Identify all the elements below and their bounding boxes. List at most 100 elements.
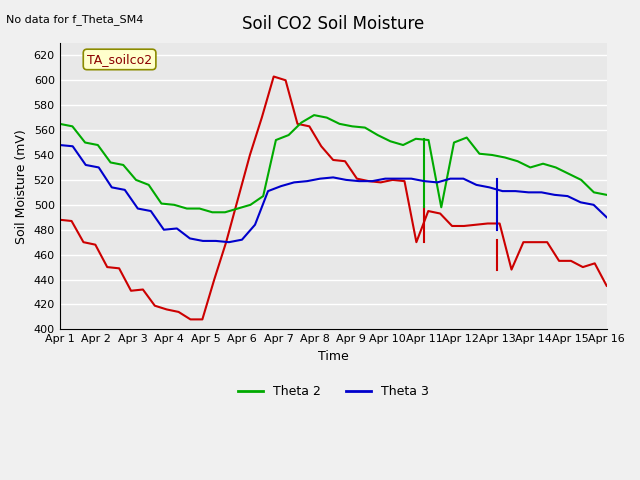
Theta 1 [115, 265, 123, 271]
Theta 2 [527, 165, 534, 170]
Theta 3 [82, 162, 90, 168]
Theta 3 [56, 142, 63, 148]
Theta 2 [450, 140, 458, 145]
Title: Soil CO2 Soil Moisture: Soil CO2 Soil Moisture [242, 15, 424, 33]
Theta 1 [531, 240, 539, 245]
Theta 3 [525, 190, 532, 195]
Theta 2 [488, 152, 496, 158]
Theta 1 [567, 258, 575, 264]
Theta 1 [104, 264, 111, 270]
Line: Theta 1: Theta 1 [60, 76, 607, 319]
Theta 3 [95, 165, 102, 170]
Theta 2 [81, 140, 89, 145]
Theta 2 [323, 115, 331, 120]
Theta 2 [552, 165, 559, 170]
Theta 1 [460, 223, 468, 229]
Theta 1 [377, 180, 385, 185]
Theta 3 [108, 184, 116, 190]
Theta 1 [365, 178, 372, 184]
Theta 2 [335, 121, 343, 127]
Theta 1 [353, 176, 361, 181]
Theta 3 [330, 175, 337, 180]
Theta 2 [234, 205, 241, 211]
Theta 2 [145, 182, 152, 188]
Theta 2 [437, 204, 445, 210]
Theta 3 [212, 238, 220, 244]
Theta 2 [348, 123, 356, 129]
Theta 2 [501, 155, 509, 160]
Theta 3 [433, 180, 441, 185]
Theta 1 [330, 157, 337, 163]
Theta 2 [183, 205, 191, 211]
Line: Theta 3: Theta 3 [60, 145, 607, 242]
Theta 1 [294, 121, 301, 127]
Line: Theta 2: Theta 2 [60, 115, 607, 212]
Theta 2 [564, 171, 572, 177]
Theta 1 [68, 218, 76, 224]
Theta 1 [258, 115, 266, 120]
Theta 1 [305, 123, 313, 129]
Theta 2 [590, 190, 598, 195]
Theta 1 [341, 158, 349, 164]
Theta 1 [484, 221, 492, 227]
Theta 3 [394, 176, 402, 181]
Theta 2 [539, 161, 547, 167]
Theta 3 [590, 202, 598, 208]
Theta 1 [92, 242, 99, 248]
Theta 2 [94, 142, 102, 148]
Theta 3 [199, 238, 207, 244]
Theta 1 [211, 276, 218, 282]
Theta 1 [579, 264, 587, 270]
Theta 3 [486, 184, 493, 190]
Theta 2 [361, 125, 369, 131]
Theta 3 [303, 178, 311, 184]
Theta 3 [603, 215, 611, 220]
Theta 3 [499, 188, 506, 194]
Theta 3 [277, 183, 285, 189]
Theta 3 [69, 144, 77, 149]
Theta 3 [238, 237, 246, 242]
Theta 2 [374, 132, 381, 138]
Theta 3 [251, 222, 259, 228]
Theta 2 [514, 158, 522, 164]
Theta 2 [285, 132, 292, 138]
Theta 3 [160, 227, 168, 233]
Theta 1 [222, 240, 230, 245]
Theta 3 [147, 208, 155, 214]
Text: No data for f_Theta_SM4: No data for f_Theta_SM4 [6, 14, 144, 25]
Theta 3 [369, 178, 376, 184]
Theta 1 [543, 240, 551, 245]
Theta 1 [234, 196, 242, 202]
Theta 2 [259, 193, 267, 199]
Theta 1 [424, 208, 432, 214]
Theta 2 [412, 136, 420, 142]
Theta 1 [520, 240, 527, 245]
Theta 3 [342, 177, 350, 183]
Theta 2 [157, 201, 165, 206]
Theta 1 [270, 73, 278, 79]
Theta 3 [381, 176, 389, 181]
Theta 1 [508, 267, 515, 273]
Theta 1 [175, 309, 182, 315]
Theta 2 [107, 159, 115, 165]
Theta 2 [132, 177, 140, 183]
Theta 1 [79, 240, 87, 245]
Theta 3 [577, 199, 584, 205]
Theta 3 [355, 178, 363, 184]
Theta 3 [538, 190, 545, 195]
Theta 2 [56, 121, 63, 127]
Theta 3 [316, 176, 324, 181]
Theta 1 [448, 223, 456, 229]
Theta 2 [463, 135, 470, 141]
Theta 2 [310, 112, 318, 118]
Theta 2 [170, 202, 178, 208]
Theta 3 [264, 188, 272, 194]
Theta 3 [173, 226, 180, 231]
Theta 2 [298, 120, 305, 125]
Theta 1 [436, 211, 444, 216]
Theta 3 [460, 176, 467, 181]
Theta 2 [476, 151, 483, 156]
Theta 2 [603, 192, 611, 198]
Y-axis label: Soil Moisture (mV): Soil Moisture (mV) [15, 129, 28, 243]
Theta 2 [399, 142, 407, 148]
